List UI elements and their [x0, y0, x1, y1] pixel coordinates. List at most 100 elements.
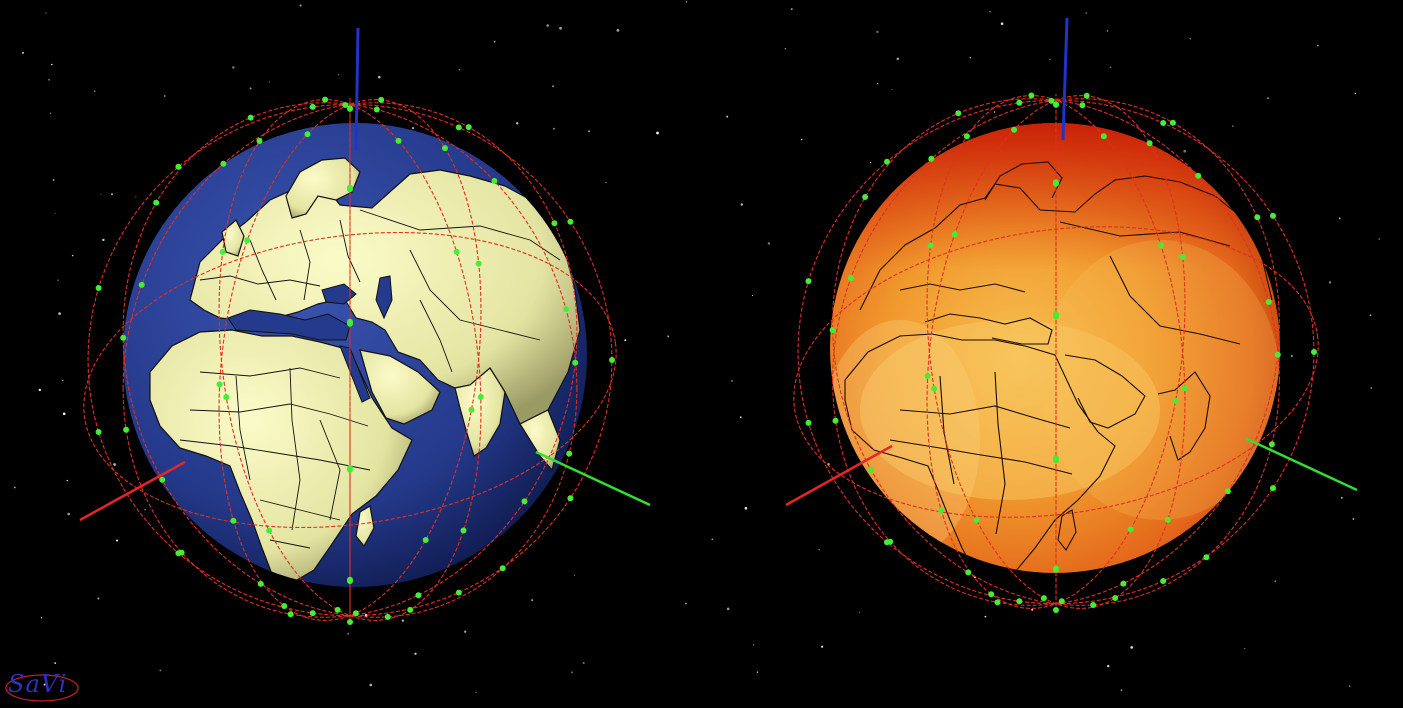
satellite-marker: [153, 199, 160, 206]
star: [135, 196, 137, 198]
star: [656, 131, 659, 135]
satellite-marker: [567, 495, 574, 502]
star: [767, 242, 771, 245]
satellite-marker: [178, 549, 185, 556]
satellite-marker: [1053, 566, 1059, 573]
star: [731, 380, 733, 382]
africa-landmass: [149, 329, 413, 585]
satellite-marker: [1048, 97, 1055, 104]
satellite-marker: [304, 131, 311, 138]
star: [784, 48, 787, 50]
savi-logo: SaVi: [8, 670, 68, 698]
z-axis: [354, 27, 360, 151]
satellite-marker: [1254, 214, 1261, 221]
star: [13, 486, 16, 489]
star: [790, 8, 793, 11]
star: [71, 254, 74, 257]
satellite-marker: [95, 285, 102, 291]
satellite-marker: [609, 357, 615, 363]
satellite-marker: [453, 248, 460, 255]
star: [58, 312, 61, 315]
star: [546, 24, 549, 27]
satellite-marker: [1270, 485, 1276, 492]
star: [48, 78, 50, 81]
star: [1109, 66, 1112, 69]
orbit-track: [793, 226, 1319, 518]
star: [1340, 497, 1343, 499]
satellite-marker: [924, 373, 931, 379]
satellite-marker: [347, 184, 353, 191]
star: [67, 512, 70, 516]
caspian-sea: [375, 275, 393, 320]
red-sea: [339, 345, 371, 403]
star: [1316, 44, 1319, 47]
satellite-marker: [521, 498, 528, 505]
star: [1130, 646, 1133, 649]
satellite-marker: [1160, 120, 1167, 126]
satellite-marker: [491, 177, 498, 184]
star: [100, 193, 102, 195]
star: [38, 388, 42, 392]
satellite-marker: [309, 610, 316, 617]
satellite-marker: [159, 476, 166, 483]
satellite-marker: [266, 527, 273, 534]
satellite-marker: [805, 419, 812, 426]
satellite-marker: [475, 260, 482, 267]
star: [969, 57, 971, 59]
satellite-marker: [1160, 578, 1167, 584]
star: [21, 51, 25, 54]
logo-ring: [5, 674, 79, 702]
star: [531, 599, 534, 602]
star: [818, 548, 821, 551]
satellite-marker: [352, 610, 359, 617]
satellite-marker: [1203, 554, 1210, 561]
star: [411, 126, 415, 130]
star: [51, 63, 53, 66]
satellite-marker: [805, 278, 812, 285]
star: [605, 181, 607, 184]
star: [574, 574, 576, 576]
star: [249, 87, 252, 90]
star: [570, 671, 573, 674]
satellites: [95, 96, 615, 625]
star: [726, 607, 730, 611]
star: [458, 68, 461, 71]
satellite-marker: [322, 96, 329, 103]
star: [299, 4, 302, 7]
star: [1378, 238, 1380, 240]
satellite-marker: [1053, 313, 1059, 320]
star: [756, 671, 759, 673]
satellite-marker: [887, 538, 894, 545]
satellite-marker: [1179, 254, 1186, 260]
star: [52, 179, 55, 181]
star: [113, 463, 116, 466]
satellite-marker: [928, 155, 935, 162]
satellite-marker: [373, 106, 380, 113]
satellite-marker: [499, 565, 506, 572]
satellite-marker: [1053, 179, 1059, 186]
satellite-marker: [973, 517, 980, 523]
black-sea: [321, 283, 357, 305]
satellite-marker: [1053, 101, 1059, 108]
satellite-marker: [407, 606, 414, 613]
star: [1370, 387, 1373, 389]
scandinavia-landmass: [285, 157, 361, 219]
satellite-marker: [1146, 140, 1153, 147]
star: [1354, 92, 1357, 95]
star: [1189, 37, 1192, 40]
satellite-marker: [468, 406, 475, 413]
orbit-track: [122, 102, 578, 618]
star: [877, 82, 879, 85]
star: [685, 0, 688, 3]
star: [751, 294, 754, 297]
star: [582, 661, 585, 665]
satellite-marker: [1079, 102, 1086, 109]
satellite-marker: [1224, 488, 1231, 495]
y-axis: [535, 450, 651, 507]
orbit-tracks: [83, 98, 617, 622]
star: [1267, 97, 1269, 99]
star: [45, 12, 47, 14]
star: [144, 508, 146, 511]
star: [369, 683, 373, 687]
